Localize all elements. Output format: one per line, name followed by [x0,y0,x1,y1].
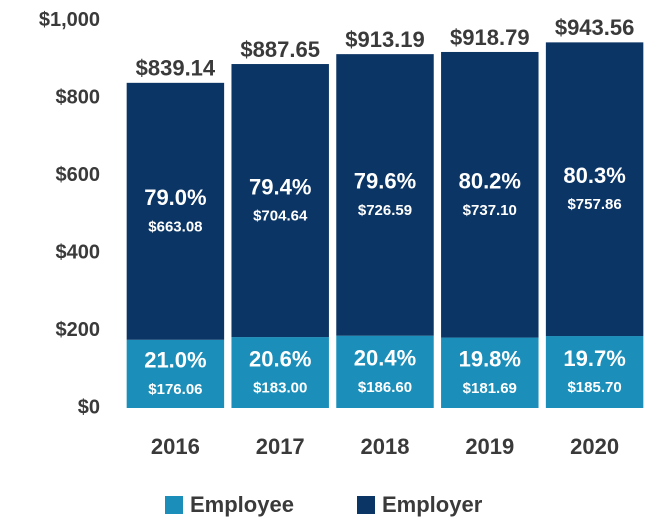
share-label: 79.0% [144,185,206,210]
value-label: $704.64 [253,208,308,225]
y-tick-label: $400 [56,241,101,263]
legend-swatch [357,496,375,514]
share-label: 80.2% [459,169,521,194]
bar-segment [126,339,225,408]
x-tick-label: 2019 [465,434,514,459]
legend-label: Employee [190,492,294,517]
total-label: $918.79 [450,25,530,50]
x-tick-label: 2016 [151,434,200,459]
y-tick-label: $600 [56,164,101,186]
y-tick-label: $1,000 [39,9,100,31]
value-label: $757.86 [567,196,621,213]
bar-segment [441,51,539,338]
share-label: 80.3% [563,163,625,188]
x-tick-label: 2020 [570,434,619,459]
share-label: 79.6% [354,169,416,194]
value-label: $726.59 [358,202,412,219]
value-label: $185.70 [567,379,621,396]
bar-segment [231,337,329,408]
y-tick-label: $0 [78,396,100,418]
value-label: $183.00 [253,380,307,397]
bar-segment [336,54,434,336]
value-label: $176.06 [148,381,202,398]
value-label: $737.10 [463,202,517,219]
bar-segment [545,42,644,337]
bar-segment [441,337,539,408]
share-label: 20.4% [354,346,416,371]
y-tick-label: $800 [56,86,101,108]
share-label: 19.7% [563,346,625,371]
total-label: $839.14 [136,56,216,81]
bar-segment [336,335,434,408]
y-tick-label: $200 [56,319,101,341]
value-label: $186.60 [358,379,412,396]
share-label: 19.8% [459,347,521,372]
legend-swatch [165,496,183,514]
bar-segment [231,64,329,338]
value-label: $181.69 [463,380,517,397]
share-label: 20.6% [249,346,311,371]
bar-segment [545,336,644,408]
x-tick-label: 2017 [256,434,305,459]
total-label: $943.56 [555,15,635,40]
legend-label: Employer [382,492,483,517]
share-label: 21.0% [144,348,206,373]
share-label: 79.4% [249,174,311,199]
total-label: $887.65 [240,37,320,62]
total-label: $913.19 [345,27,425,52]
bar-segment [126,82,225,340]
x-tick-label: 2018 [361,434,410,459]
value-label: $663.08 [148,218,202,235]
